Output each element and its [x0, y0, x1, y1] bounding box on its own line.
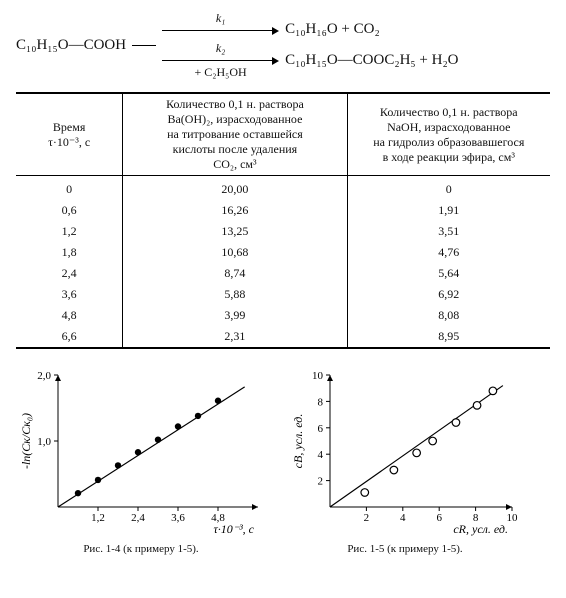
- chart-1-block: 1,22,43,64,81,02,0τ·10⁻³, с-ln(Cк/Cк₀) Р…: [16, 367, 266, 555]
- table-cell: 13,25: [123, 221, 347, 242]
- chart-1-caption: Рис. 1-4 (к примеру 1-5).: [83, 543, 198, 555]
- table-cell: 2,4: [16, 263, 123, 284]
- table-cell: 3,51: [347, 221, 550, 242]
- table-cell: 1,91: [347, 200, 550, 221]
- svg-text:1,0: 1,0: [37, 436, 51, 448]
- table-cell: 4,76: [347, 242, 550, 263]
- table-cell: 0,6: [16, 200, 123, 221]
- reactant: C₁₀H₁₅O—COOH: [16, 37, 126, 54]
- chart-2: 246810246810cR, усл. ед.cB, усл. ед.: [290, 367, 520, 537]
- chart-2-caption: Рис. 1-5 (к примеру 1-5).: [347, 543, 462, 555]
- svg-text:10: 10: [312, 370, 324, 382]
- table-row: 1,810,684,76: [16, 242, 550, 263]
- arrow-k1-line: [162, 30, 272, 31]
- products-column: C₁₀H₁₆O + CO₂ C₁₀H₁₅O—COOC₂H₅ + H₂O: [285, 21, 458, 69]
- table-cell: 0: [347, 176, 550, 201]
- table-cell: 10,68: [123, 242, 347, 263]
- arrow-k2: k₂ + C₂H₅OH: [162, 42, 279, 78]
- k2-label: k₂: [216, 42, 226, 54]
- k2-sublabel: + C₂H₅OH: [195, 66, 247, 78]
- table-row: 0,616,261,91: [16, 200, 550, 221]
- table-row: 6,62,318,95: [16, 326, 550, 348]
- arrow-k2-head: [272, 54, 279, 66]
- svg-text:4: 4: [318, 449, 324, 461]
- table-cell: 3,99: [123, 305, 347, 326]
- reaction-scheme: C₁₀H₁₅O—COOH k₁ k₂ + C₂H₅OH C₁₀H₁₆O + CO…: [16, 12, 550, 78]
- table-header-row: Времяτ·10⁻³, с Количество 0,1 н. раствор…: [16, 93, 550, 176]
- svg-text:3,6: 3,6: [171, 512, 185, 524]
- data-table: Времяτ·10⁻³, с Количество 0,1 н. раствор…: [16, 92, 550, 349]
- svg-text:2,0: 2,0: [37, 370, 51, 382]
- table-cell: 5,64: [347, 263, 550, 284]
- svg-text:cR, усл. ед.: cR, усл. ед.: [453, 522, 508, 536]
- arrow-column: k₁ k₂ + C₂H₅OH: [162, 12, 279, 78]
- table-row: 4,83,998,08: [16, 305, 550, 326]
- table-row: 020,000: [16, 176, 550, 201]
- product-2: C₁₀H₁₅O—COOC₂H₅ + H₂O: [285, 52, 458, 69]
- table-cell: 2,31: [123, 326, 347, 348]
- svg-text:8: 8: [318, 396, 324, 408]
- charts-row: 1,22,43,64,81,02,0τ·10⁻³, с-ln(Cк/Cк₀) Р…: [16, 367, 550, 555]
- table-body: 020,0000,616,261,911,213,253,511,810,684…: [16, 176, 550, 349]
- col-header-baoh: Количество 0,1 н. раствораBa(OH)₂, израс…: [123, 93, 347, 176]
- k1-label: k₁: [216, 12, 226, 24]
- table-cell: 4,8: [16, 305, 123, 326]
- svg-text:cB, усл. ед.: cB, усл. ед.: [291, 414, 305, 469]
- arrow-k1: k₁: [162, 12, 279, 36]
- table-cell: 3,6: [16, 284, 123, 305]
- col-header-time: Времяτ·10⁻³, с: [16, 93, 123, 176]
- svg-text:6: 6: [436, 512, 442, 524]
- chart-1: 1,22,43,64,81,02,0τ·10⁻³, с-ln(Cк/Cк₀): [16, 367, 266, 537]
- table-cell: 6,92: [347, 284, 550, 305]
- table-cell: 8,95: [347, 326, 550, 348]
- table-cell: 1,8: [16, 242, 123, 263]
- table-cell: 5,88: [123, 284, 347, 305]
- table-cell: 8,74: [123, 263, 347, 284]
- table-row: 1,213,253,51: [16, 221, 550, 242]
- product-1: C₁₀H₁₆O + CO₂: [285, 21, 380, 38]
- chart-2-block: 246810246810cR, усл. ед.cB, усл. ед. Рис…: [290, 367, 520, 555]
- table-row: 3,65,886,92: [16, 284, 550, 305]
- table-cell: 6,6: [16, 326, 123, 348]
- table-cell: 16,26: [123, 200, 347, 221]
- svg-text:2: 2: [364, 512, 370, 524]
- table-cell: 20,00: [123, 176, 347, 201]
- svg-text:1,2: 1,2: [91, 512, 105, 524]
- reactant-bond: [132, 45, 156, 46]
- svg-text:4: 4: [400, 512, 406, 524]
- svg-text:2,4: 2,4: [131, 512, 145, 524]
- svg-text:τ·10⁻³, с: τ·10⁻³, с: [213, 522, 254, 536]
- svg-text:6: 6: [318, 423, 324, 435]
- svg-text:2: 2: [318, 476, 324, 488]
- arrow-k1-head: [272, 24, 279, 36]
- table-cell: 0: [16, 176, 123, 201]
- svg-text:-ln(Cк/Cк₀): -ln(Cк/Cк₀): [19, 413, 33, 469]
- table-cell: 8,08: [347, 305, 550, 326]
- table-cell: 1,2: [16, 221, 123, 242]
- arrow-k2-line: [162, 60, 272, 61]
- table-row: 2,48,745,64: [16, 263, 550, 284]
- svg-text:10: 10: [507, 512, 519, 524]
- col-header-naoh: Количество 0,1 н. раствораNaOH, израсход…: [347, 93, 550, 176]
